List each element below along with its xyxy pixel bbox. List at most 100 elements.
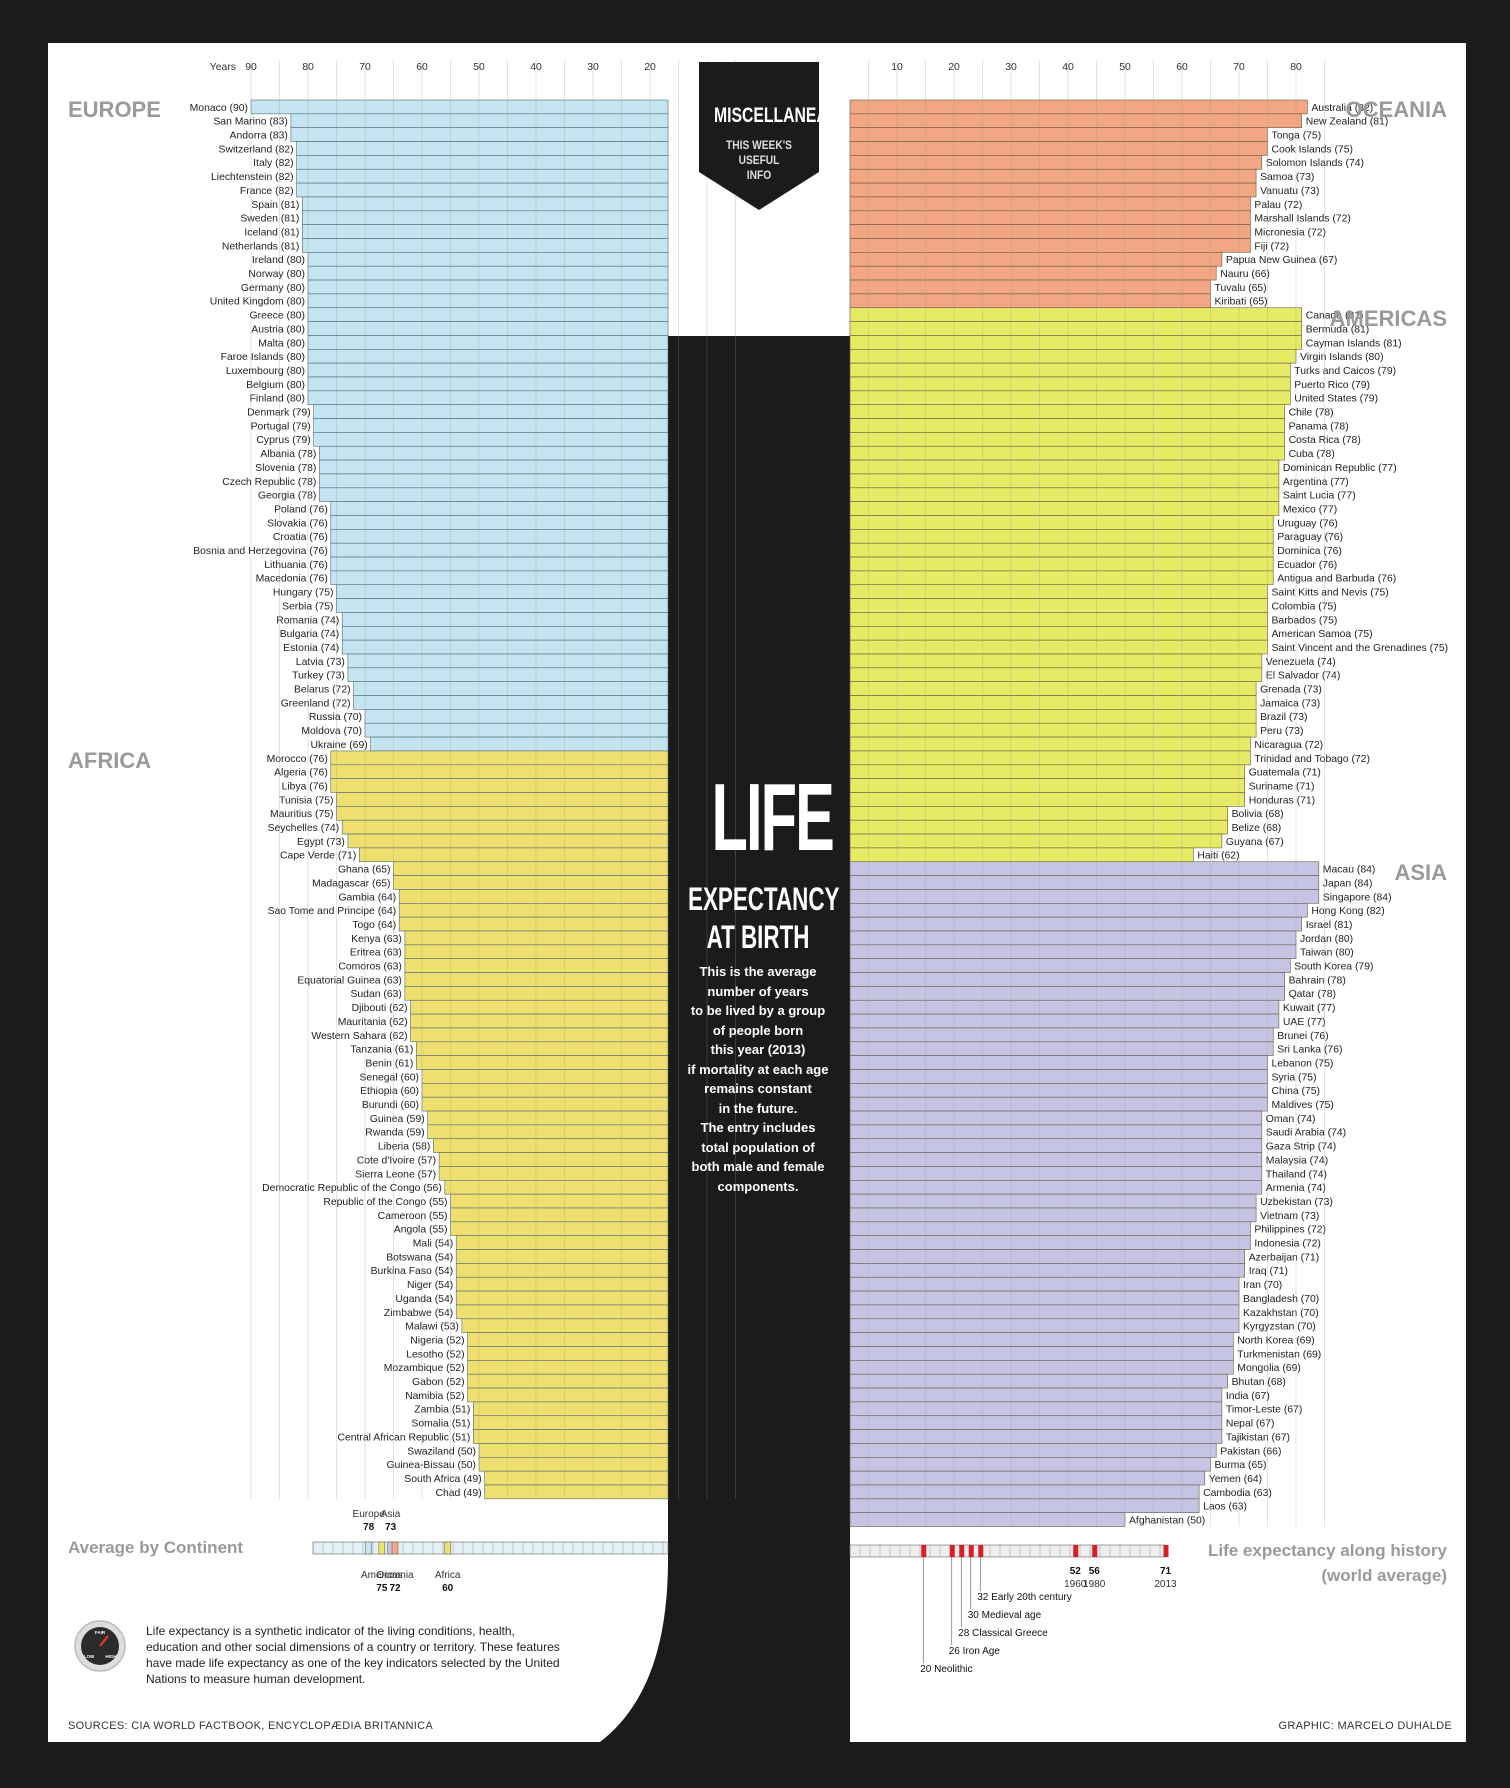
bar-africa	[336, 806, 669, 821]
bar-label: Turkey (73)	[292, 671, 345, 682]
bar-asia	[849, 999, 1280, 1015]
bar-asia	[849, 1387, 1223, 1403]
bar-europe	[364, 722, 669, 738]
bar-asia	[849, 1304, 1240, 1320]
bar-label: Papua New Guinea (67)	[1226, 255, 1337, 266]
masthead-name: MISCELLANEA	[714, 104, 828, 127]
bar-europe	[307, 279, 669, 295]
bar-africa	[455, 1249, 669, 1264]
bar-label: Fiji (72)	[1254, 241, 1289, 252]
bar-oceania	[849, 238, 1251, 253]
bar-label: Mongolia (69)	[1237, 1363, 1301, 1374]
bar-europe	[319, 445, 669, 461]
bar-label: France (82)	[240, 186, 294, 197]
bar-americas	[849, 639, 1268, 655]
bar-label: Swaziland (50)	[407, 1446, 476, 1457]
bar-africa	[347, 833, 669, 849]
history-title-2: (world average)	[1321, 1566, 1447, 1585]
bar-label: Laos (63)	[1203, 1502, 1247, 1513]
bar-europe	[307, 376, 669, 392]
bar-label: New Zealand (81)	[1306, 117, 1389, 128]
bar-label: Croatia (76)	[273, 532, 328, 543]
bar-label: Albania (78)	[260, 449, 316, 460]
bar-americas	[849, 722, 1257, 738]
bar-label: Zambia (51)	[414, 1405, 470, 1416]
bar-label: Thailand (74)	[1266, 1169, 1327, 1180]
bar-americas	[849, 529, 1274, 544]
bar-europe	[353, 681, 669, 696]
bar-label: Eritrea (63)	[350, 948, 402, 959]
bar-label: Qatar (78)	[1289, 989, 1336, 1000]
bar-label: Virgin Islands (80)	[1300, 352, 1384, 363]
bar-americas	[849, 667, 1263, 682]
bar-label: Angola (55)	[394, 1225, 448, 1236]
bar-europe	[307, 265, 669, 281]
bar-label: Nepal (67)	[1226, 1419, 1275, 1430]
bar-label: Bosnia and Herzegovina (76)	[193, 546, 328, 557]
bar-asia	[849, 1166, 1263, 1181]
average-name: Americas	[361, 1570, 403, 1581]
bar-europe	[330, 542, 669, 558]
bar-europe	[319, 487, 669, 502]
bar-label: Paraguay (76)	[1277, 532, 1343, 543]
bar-label: Tuvalu (65)	[1215, 283, 1267, 294]
bar-asia	[849, 1429, 1223, 1444]
bar-asia	[849, 1443, 1217, 1458]
bar-label: Uzbekistan (73)	[1260, 1197, 1333, 1208]
gauge-label: FAIR	[95, 1630, 106, 1635]
bar-label: Barbados (75)	[1272, 615, 1338, 626]
average-value: 75	[376, 1583, 388, 1594]
bar-label: Georgia (78)	[258, 491, 316, 502]
bar-label: Republic of the Congo (55)	[323, 1197, 447, 1208]
gauge-label: LOW	[84, 1654, 95, 1659]
history-value: 71	[1160, 1566, 1172, 1577]
bar-asia	[849, 1110, 1263, 1126]
history-label: 1960	[1064, 1579, 1087, 1590]
bar-label: Macau (84)	[1323, 865, 1376, 876]
bar-label: Bermuda (81)	[1306, 324, 1370, 335]
bar-asia	[849, 1180, 1263, 1195]
average-value: 72	[389, 1583, 401, 1594]
bar-label: Djibouti (62)	[352, 1003, 408, 1014]
bar-label: Mozambique (52)	[384, 1363, 465, 1374]
bar-label: Lebanon (75)	[1272, 1058, 1334, 1069]
bar-asia	[849, 1069, 1268, 1084]
bar-label: United States (79)	[1294, 394, 1378, 405]
bar-label: Libya (76)	[282, 781, 328, 792]
bar-africa	[455, 1235, 669, 1250]
bar-label: Puerto Rico (79)	[1294, 380, 1370, 391]
bar-label: Slovenia (78)	[255, 463, 316, 474]
bar-europe	[301, 224, 669, 239]
bar-africa	[410, 999, 669, 1015]
average-mark	[365, 1541, 372, 1555]
bar-europe	[290, 113, 669, 128]
bar-americas	[849, 348, 1297, 364]
bar-label: Malaysia (74)	[1266, 1155, 1328, 1166]
bar-oceania	[849, 210, 1251, 225]
bar-label: Yemen (64)	[1209, 1474, 1262, 1485]
page-title-line-3: AT BIRTH	[706, 919, 810, 955]
bar-asia	[849, 1512, 1126, 1527]
bar-label: Belize (68)	[1232, 823, 1282, 834]
bar-label: Gabon (52)	[412, 1377, 465, 1388]
bar-americas	[849, 806, 1228, 821]
bar-label: Marshall Islands (72)	[1254, 214, 1350, 225]
bar-oceania	[849, 293, 1211, 309]
bar-label: Belarus (72)	[294, 685, 351, 696]
bar-asia	[849, 1498, 1200, 1513]
bar-label: Nicaragua (72)	[1254, 740, 1323, 751]
bar-asia	[849, 1263, 1246, 1278]
bar-americas	[849, 307, 1303, 322]
bar-label: Kazakhstan (70)	[1243, 1308, 1319, 1319]
bar-label: Peru (73)	[1260, 726, 1303, 737]
bar-africa	[444, 1180, 669, 1195]
bar-label: Pakistan (66)	[1220, 1446, 1281, 1457]
bar-label: Uganda (54)	[395, 1294, 453, 1305]
bar-africa	[433, 1138, 669, 1153]
bar-label: Liberia (58)	[378, 1142, 431, 1153]
bar-label: Guatemala (71)	[1249, 768, 1321, 779]
bar-europe	[330, 556, 669, 572]
bar-europe	[364, 709, 669, 724]
bar-asia	[849, 916, 1303, 932]
bar-oceania	[849, 265, 1217, 281]
